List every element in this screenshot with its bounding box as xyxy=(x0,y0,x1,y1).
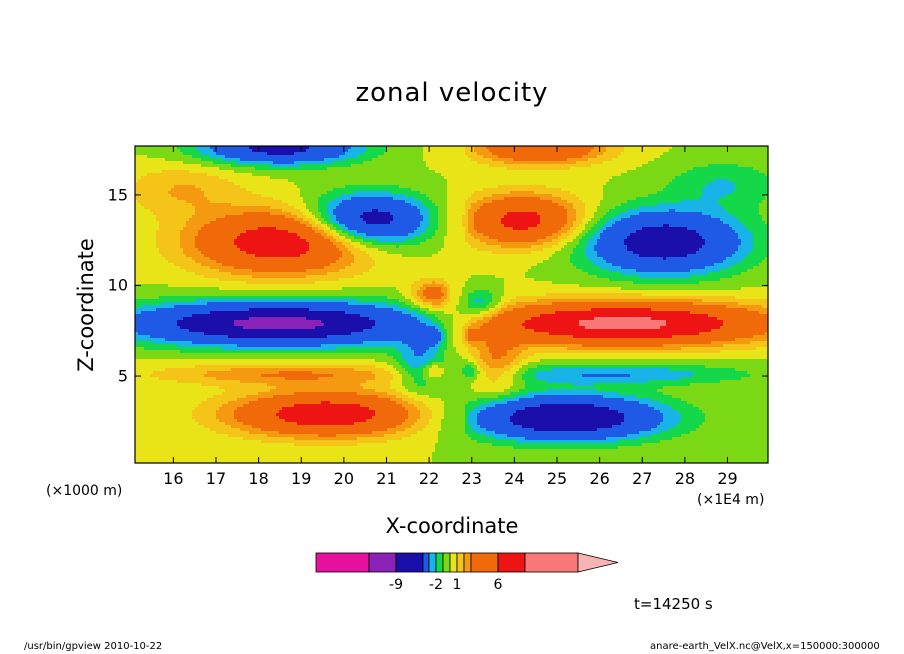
colorbar-segment xyxy=(368,552,397,573)
x-tick-label: 17 xyxy=(206,469,226,488)
x-tick-label: 23 xyxy=(462,469,482,488)
x-tick-label: 27 xyxy=(632,469,652,488)
axis-ticks xyxy=(135,146,768,463)
colorbar-segment xyxy=(428,552,437,573)
colorbar-segment xyxy=(470,552,499,573)
plot-frame xyxy=(134,145,769,464)
colorbar-label: -9 xyxy=(389,577,403,593)
x-tick-label: 21 xyxy=(376,469,396,488)
x-tick-label: 16 xyxy=(163,469,183,488)
x-tick-label: 24 xyxy=(504,469,524,488)
x-tick-label: 20 xyxy=(334,469,354,488)
colorbar-segment xyxy=(442,552,451,573)
colorbar xyxy=(315,552,619,573)
x-tick-label: 19 xyxy=(291,469,311,488)
colorbar-segment xyxy=(395,552,424,573)
colorbar-label: 6 xyxy=(494,577,503,593)
footer-right: anare-earth_VelX.nc@VelX,x=150000:300000 xyxy=(650,641,880,652)
colorbar-segment xyxy=(524,552,579,573)
y-tick-label: 15 xyxy=(88,185,128,204)
x-unit-label: (×1000 m) xyxy=(46,483,122,499)
x-axis-label: X-coordinate xyxy=(0,514,904,538)
colorbar-segment xyxy=(435,552,444,573)
y-tick-label: 10 xyxy=(88,276,128,295)
time-label: t=14250 s xyxy=(634,595,713,613)
x-tick-label: 28 xyxy=(675,469,695,488)
x-tick-label: 26 xyxy=(589,469,609,488)
x-tick-label: 18 xyxy=(248,469,268,488)
x-tick-label: 25 xyxy=(547,469,567,488)
colorbar-extend-arrow xyxy=(577,552,619,573)
colorbar-segment xyxy=(449,552,458,573)
footer-left: /usr/bin/gpview 2010-10-22 xyxy=(24,641,162,652)
colorbar-segment xyxy=(315,552,370,573)
contour-field xyxy=(135,146,768,463)
x-tick-label: 22 xyxy=(419,469,439,488)
colorbar-segment xyxy=(422,552,430,573)
y-tick-label: 5 xyxy=(88,367,128,386)
x-factor-label: (×1E4 m) xyxy=(697,492,764,508)
chart-title: zonal velocity xyxy=(0,78,904,108)
colorbar-label: -2 xyxy=(429,577,443,593)
colorbar-segment xyxy=(456,552,465,573)
colorbar-label: 1 xyxy=(453,577,462,593)
colorbar-segment xyxy=(463,552,472,573)
x-tick-label: 29 xyxy=(717,469,737,488)
colorbar-segment xyxy=(497,552,526,573)
y-axis-label: Z-coordinate xyxy=(74,238,98,372)
